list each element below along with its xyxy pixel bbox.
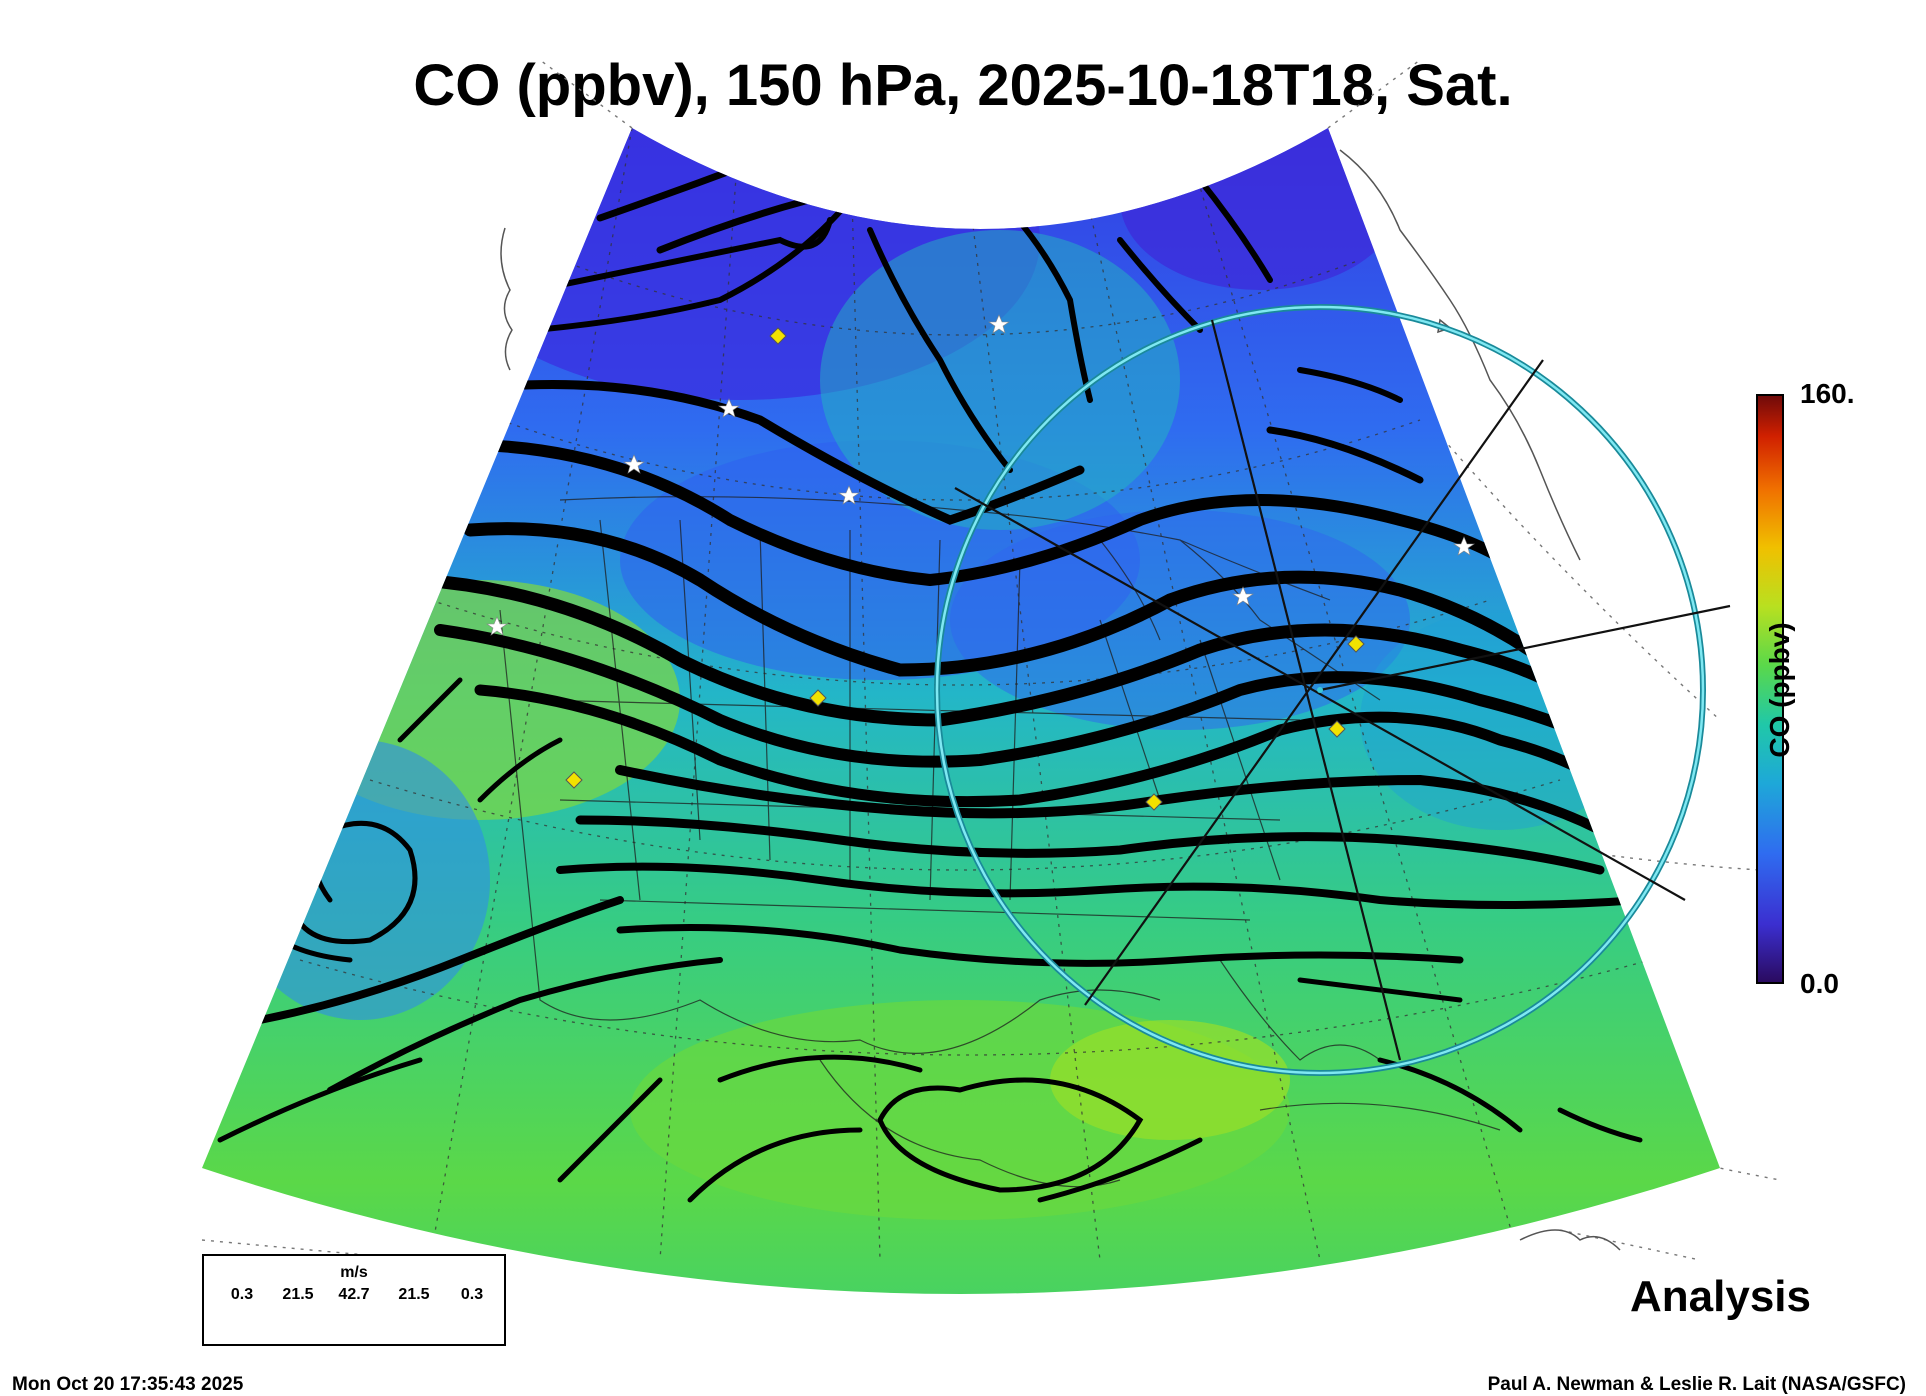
wind-legend-units: m/s [340, 1264, 368, 1281]
timestamp: Mon Oct 20 17:35:43 2025 [12, 1374, 244, 1395]
range-circle [934, 304, 1731, 1076]
map-title: CO (ppbv), 150 hPa, 2025-10-18T18, Sat. [413, 53, 1513, 118]
wind-legend-value: 21.5 [282, 1286, 314, 1303]
colorbar [1756, 394, 1784, 984]
credit-line: Paul A. Newman & Leslie R. Lait (NASA/GS… [1487, 1374, 1906, 1395]
wind-legend-value: 0.3 [460, 1286, 484, 1303]
streamlines [217, 156, 1644, 1203]
site-markers [565, 327, 1365, 811]
wind-legend: m/s 0.3 21.5 42.7 21.5 0.3 [202, 1254, 506, 1346]
colorbar-min-label: 0.0 [1800, 968, 1839, 999]
analysis-label: Analysis [1630, 1272, 1811, 1321]
station-markers [486, 314, 1475, 636]
co-field [202, 128, 1720, 1294]
colorbar-max-label: 160. [1800, 378, 1855, 409]
wind-legend-value: 0.3 [230, 1286, 254, 1303]
wind-legend-value: 42.7 [338, 1286, 370, 1303]
wind-legend-value: 21.5 [398, 1286, 430, 1303]
colorbar-title: CO (ppbv) [1764, 622, 1795, 758]
